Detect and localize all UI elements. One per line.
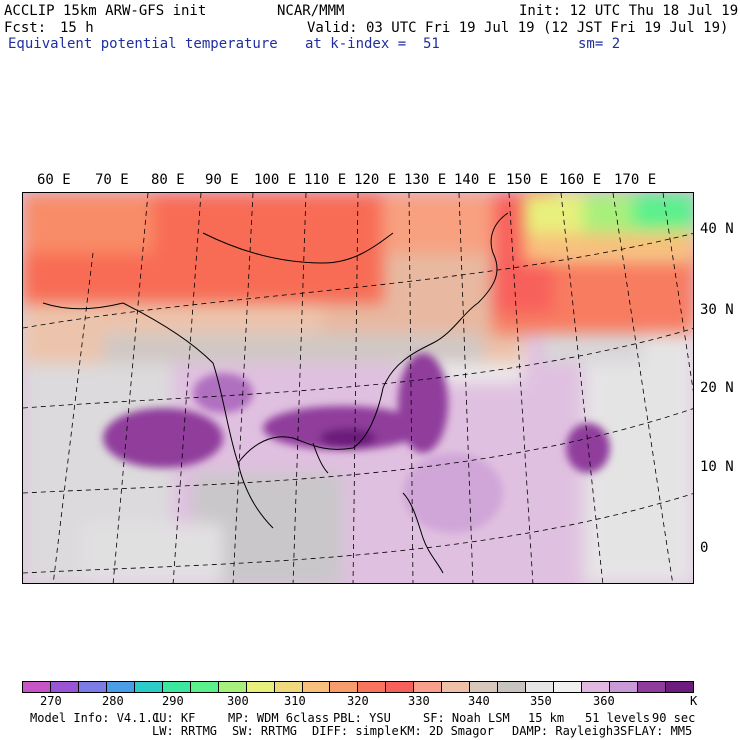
color-bar-swatch xyxy=(274,682,303,692)
lon-label: 110 E xyxy=(304,172,347,188)
color-bar-swatch xyxy=(23,682,51,692)
color-bar xyxy=(22,681,694,693)
color-bar-tick: 310 xyxy=(284,694,306,708)
lon-label: 140 E xyxy=(454,172,497,188)
color-bar-tick: 280 xyxy=(102,694,124,708)
color-bar-swatch xyxy=(498,682,527,692)
eddy: KM: 2D Smagor xyxy=(400,724,494,738)
lon-label: 160 E xyxy=(559,172,602,188)
forecast-hours: 15 h xyxy=(60,20,94,36)
lon-label: 130 E xyxy=(404,172,447,188)
color-bar-tick: 360 xyxy=(593,694,615,708)
lat-label: 10 N xyxy=(700,459,734,475)
field-name: Equivalent potential temperature xyxy=(8,36,278,52)
map-panel xyxy=(22,192,694,584)
color-bar-swatch xyxy=(134,682,163,692)
color-bar-swatch xyxy=(190,682,219,692)
shortwave: SW: RRTMG xyxy=(232,724,298,738)
lon-label: 100 E xyxy=(254,172,297,188)
lon-label: 170 E xyxy=(614,172,657,188)
microphysics: MP: WDM 6class xyxy=(228,711,330,725)
levels: 51 levels xyxy=(585,711,651,725)
color-bar-swatch xyxy=(526,682,555,692)
valid-time: Valid: 03 UTC Fri 19 Jul 19 (12 JST Fri … xyxy=(307,20,729,36)
resolution: 15 km xyxy=(528,711,565,725)
color-bar-tick: 320 xyxy=(347,694,369,708)
lat-label: 0 xyxy=(700,540,709,556)
color-bar-swatch xyxy=(414,682,443,692)
color-bar-swatch xyxy=(386,682,415,692)
model-title: ACCLIP 15km ARW-GFS init xyxy=(4,3,207,19)
lon-label: 70 E xyxy=(95,172,129,188)
lon-label: 80 E xyxy=(151,172,185,188)
color-bar-tick: 290 xyxy=(162,694,184,708)
color-bar-tick: 330 xyxy=(408,694,430,708)
color-bar-tick: 350 xyxy=(530,694,552,708)
color-bar-swatch xyxy=(637,682,666,692)
color-bar-unit: K xyxy=(690,694,698,708)
color-bar-swatch xyxy=(582,682,611,692)
smoothing: sm= 2 xyxy=(578,36,621,52)
init-time: Init: 12 UTC Thu 18 Jul 19 xyxy=(519,3,739,19)
color-bar-tick: 300 xyxy=(227,694,249,708)
diffusion: DIFF: simple xyxy=(312,724,399,738)
level-index: at k-index = 51 xyxy=(305,36,440,52)
lat-label: 40 N xyxy=(700,221,734,237)
lat-label: 20 N xyxy=(700,380,734,396)
color-bar-swatch xyxy=(610,682,638,692)
color-bar-swatch xyxy=(442,682,471,692)
color-bar-swatch xyxy=(162,682,191,692)
lon-label: 90 E xyxy=(205,172,239,188)
color-bar-swatch xyxy=(106,682,135,692)
lat-label: 30 N xyxy=(700,302,734,318)
model-info: Model Info: V4.1.1 xyxy=(30,711,161,725)
color-bar-swatch xyxy=(218,682,247,692)
damping: DAMP: Rayleigh3 xyxy=(512,724,621,738)
lon-label: 120 E xyxy=(354,172,397,188)
pbl: PBL: YSU xyxy=(333,711,391,725)
color-bar-swatch xyxy=(50,682,79,692)
color-bar-swatch xyxy=(470,682,499,692)
organization: NCAR/MMM xyxy=(277,3,345,19)
color-bar-tick: 270 xyxy=(40,694,62,708)
lon-label: 150 E xyxy=(506,172,549,188)
surface: SF: Noah LSM xyxy=(423,711,510,725)
color-bar-swatch xyxy=(330,682,359,692)
color-bar-swatch xyxy=(246,682,275,692)
forecast-label: Fcst: xyxy=(4,20,47,36)
surface-layer: SFLAY: MM5 xyxy=(620,724,693,738)
color-bar-swatch xyxy=(78,682,107,692)
color-bar-swatch xyxy=(358,682,387,692)
cumulus: CU: KF xyxy=(152,711,196,725)
color-bar-swatch xyxy=(554,682,583,692)
color-bar-swatch xyxy=(302,682,331,692)
longwave: LW: RRTMG xyxy=(152,724,218,738)
timestep: 90 sec xyxy=(652,711,696,725)
color-bar-swatch xyxy=(665,682,693,692)
lon-label: 60 E xyxy=(37,172,71,188)
color-bar-tick: 340 xyxy=(468,694,490,708)
map-image xyxy=(23,193,693,583)
